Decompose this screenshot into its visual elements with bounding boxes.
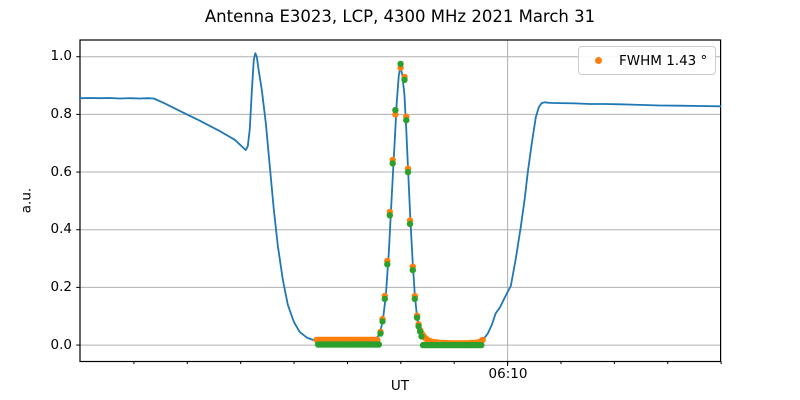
ytick-label-0_8: 0.8 <box>50 105 72 122</box>
legend-box: FWHM 1.43 ° <box>578 46 716 75</box>
chart-title: Antenna E3023, LCP, 4300 MHz 2021 March … <box>204 7 596 26</box>
ytick-label-0_0: 0.0 <box>50 336 72 353</box>
xtick-label-0610: 06:10 <box>488 366 528 382</box>
legend-label: FWHM 1.43 ° <box>619 52 708 69</box>
ytick-label-0_6: 0.6 <box>50 163 72 180</box>
y-axis-label: a.u. <box>18 187 35 214</box>
x-axis-label: UT <box>390 378 410 394</box>
ytick-label-0_2: 0.2 <box>50 278 72 295</box>
ytick-label-0_4: 0.4 <box>50 221 72 238</box>
ytick-label-1_0: 1.0 <box>50 48 72 65</box>
scatter-marker-icon <box>595 57 602 64</box>
